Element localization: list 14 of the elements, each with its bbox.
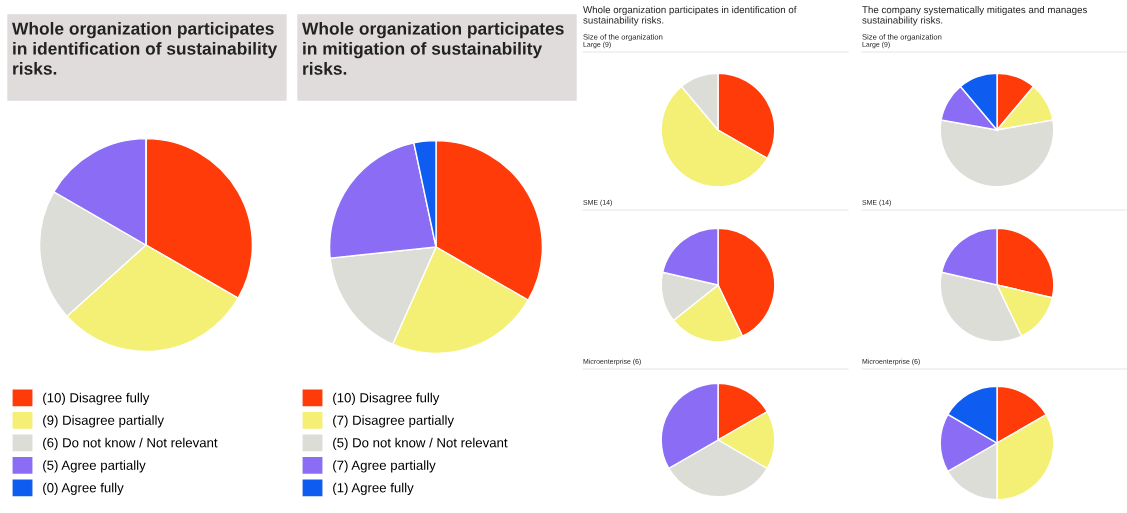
legend-label: (7) Agree partially: [333, 460, 436, 473]
chart-title: Whole organization participates in mitigation of sustainability risks.: [302, 22, 564, 75]
legend-label: (1) Agree fully: [333, 482, 414, 496]
legend-label: (6) Do not know / Not relevant: [43, 437, 218, 451]
legend-label: (5) Agree partially: [43, 460, 146, 473]
legend-label: (9) Disagree partially: [43, 415, 165, 428]
chart-title: The company systematically mitigates and manages sustainability risks.: [862, 6, 1087, 26]
legend-label: (0) Agree fully: [43, 482, 124, 496]
legend-label: (10) Disagree fully: [43, 392, 150, 406]
legend-label: (5) Do not know / Not relevant: [333, 437, 508, 451]
chart-title: Whole organization participates in identification of sustainability risks.: [583, 6, 797, 26]
legend-label: (7) Disagree partially: [333, 415, 455, 428]
legend-label: (10) Disagree fully: [333, 392, 440, 406]
chart-title: Whole organization participates in identification of sustainability risks.: [12, 22, 278, 75]
